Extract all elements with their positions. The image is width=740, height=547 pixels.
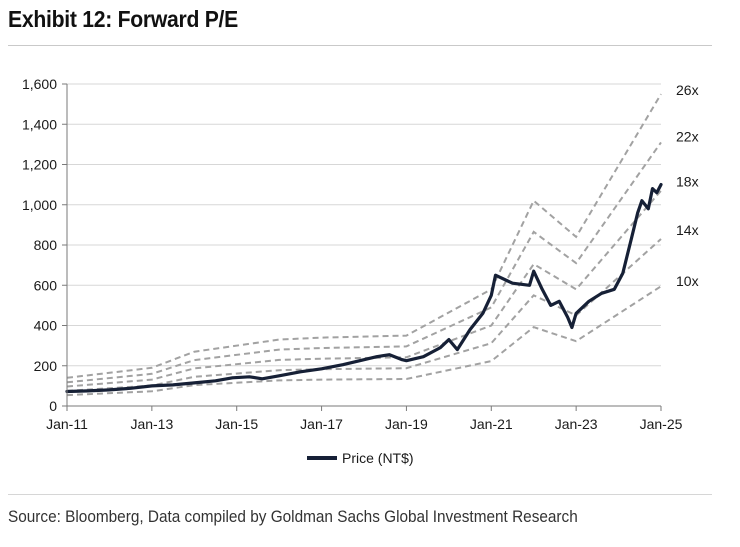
y-tick-label: 1,000 (22, 197, 57, 213)
forward-pe-chart: 0 200 400 600 800 1,000 1,200 1,400 1,600 Jan-11 J… (22, 76, 699, 466)
pe-band-line-14x (66, 238, 662, 392)
x-tick-label: Jan-13 (130, 416, 173, 432)
y-tick-label: 600 (34, 277, 58, 293)
x-tick-label: Jan-23 (555, 416, 598, 432)
y-tick-label: 200 (34, 358, 58, 374)
source-note: Source: Bloomberg, Data compiled by Gold… (8, 508, 578, 526)
legend-label-price: Price (NT$) (342, 450, 414, 466)
gridlines (67, 83, 661, 367)
page-title: Exhibit 12: Forward P/E (8, 6, 238, 32)
pe-band-line-10x (66, 285, 662, 397)
price-line (65, 182, 663, 394)
band-label-18x: 18x (676, 174, 699, 190)
pe-band-lines (66, 93, 662, 397)
band-label-14x: 14x (676, 222, 699, 238)
x-tick-label: Jan-25 (640, 416, 683, 432)
pe-band-line-22x (66, 141, 662, 384)
band-label-10x: 10x (676, 273, 699, 289)
y-tick-label: 800 (34, 237, 58, 253)
band-label-22x: 22x (676, 128, 699, 144)
y-tick-label: 1,200 (22, 157, 57, 173)
x-tick-label: Jan-19 (385, 416, 428, 432)
pe-band-line-18x (66, 190, 662, 388)
x-tick-label: Jan-11 (46, 416, 88, 432)
x-tick-label: Jan-17 (300, 416, 343, 432)
price-line-layer (65, 182, 663, 394)
x-tick-label: Jan-21 (470, 416, 513, 432)
source-divider (8, 494, 712, 495)
y-tick-label: 1,600 (22, 76, 57, 92)
band-labels: 26x 22x 18x 14x 10x (676, 82, 699, 289)
pe-band-line-26x (66, 93, 662, 379)
legend: Price (NT$) (307, 450, 414, 466)
x-tick-label: Jan-15 (215, 416, 258, 432)
title-divider (8, 45, 712, 46)
band-label-26x: 26x (676, 82, 699, 98)
y-tick-label: 0 (49, 398, 57, 414)
y-tick-label: 1,400 (22, 116, 57, 132)
axes: 0 200 400 600 800 1,000 1,200 1,400 1,600 Jan-11 J… (22, 76, 683, 432)
y-tick-label: 400 (34, 318, 58, 334)
